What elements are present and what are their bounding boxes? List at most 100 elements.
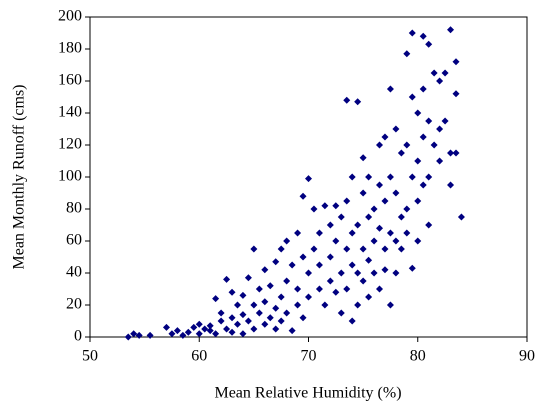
- point: [397, 245, 405, 253]
- point: [408, 29, 416, 37]
- point: [386, 85, 394, 93]
- point: [452, 149, 460, 157]
- point: [217, 309, 225, 317]
- x-axis-label: Mean Relative Humidity (%): [214, 385, 401, 402]
- point: [436, 77, 444, 85]
- point: [408, 93, 416, 101]
- point: [365, 293, 373, 301]
- point: [419, 133, 427, 141]
- point: [359, 245, 367, 253]
- point: [408, 264, 416, 272]
- point: [228, 314, 236, 322]
- point: [212, 330, 220, 338]
- point: [430, 141, 438, 149]
- point: [414, 237, 422, 245]
- point: [288, 261, 296, 269]
- point: [321, 202, 329, 210]
- point: [173, 327, 181, 335]
- point: [305, 175, 312, 183]
- y-tick-label: 20: [66, 296, 82, 313]
- point: [228, 328, 236, 336]
- point: [337, 213, 345, 221]
- point: [359, 154, 367, 162]
- point: [376, 285, 384, 293]
- point: [315, 261, 323, 269]
- point: [162, 323, 170, 331]
- point: [354, 269, 362, 277]
- point: [370, 205, 378, 213]
- point: [392, 125, 400, 133]
- point: [239, 330, 247, 338]
- point: [217, 317, 225, 325]
- point: [294, 285, 302, 293]
- point: [195, 330, 203, 338]
- y-tick-label: 40: [66, 264, 82, 281]
- point: [206, 322, 214, 330]
- point: [425, 221, 433, 229]
- point: [441, 117, 449, 125]
- y-tick-label: 0: [74, 328, 82, 345]
- point: [414, 197, 422, 205]
- point: [261, 298, 269, 306]
- point: [250, 325, 258, 333]
- point: [315, 229, 323, 237]
- point: [365, 213, 373, 221]
- point: [244, 317, 252, 325]
- point: [403, 229, 411, 237]
- point: [386, 173, 394, 181]
- point: [381, 266, 389, 274]
- point: [386, 301, 394, 309]
- point: [447, 181, 455, 189]
- point: [299, 192, 307, 200]
- point: [272, 325, 280, 333]
- point: [457, 213, 465, 221]
- point: [419, 181, 427, 189]
- point: [332, 288, 340, 296]
- point: [392, 237, 400, 245]
- point: [332, 237, 340, 245]
- point: [425, 117, 433, 125]
- point: [403, 50, 411, 58]
- point: [299, 253, 307, 261]
- point: [425, 173, 433, 181]
- point: [359, 277, 367, 285]
- point: [343, 285, 351, 293]
- point: [277, 245, 285, 253]
- point: [359, 189, 367, 197]
- point: [321, 301, 329, 309]
- point: [195, 320, 203, 328]
- point: [315, 285, 323, 293]
- point: [168, 330, 176, 338]
- point: [250, 301, 258, 309]
- point: [283, 277, 291, 285]
- point: [348, 317, 356, 325]
- point: [124, 333, 132, 341]
- point: [326, 277, 334, 285]
- point: [376, 141, 384, 149]
- point: [397, 213, 405, 221]
- y-tick-label: 160: [58, 72, 82, 89]
- point: [239, 311, 247, 319]
- point: [441, 69, 449, 77]
- point: [376, 224, 384, 232]
- point: [294, 229, 302, 237]
- point: [255, 309, 263, 317]
- point: [343, 197, 351, 205]
- point: [135, 331, 143, 339]
- point: [337, 309, 345, 317]
- point: [283, 309, 291, 317]
- point: [452, 58, 460, 66]
- point: [447, 149, 455, 157]
- point: [326, 221, 334, 229]
- point: [354, 98, 362, 106]
- point: [299, 314, 307, 322]
- point: [370, 269, 378, 277]
- point: [348, 173, 356, 181]
- point: [277, 317, 285, 325]
- point: [228, 288, 236, 296]
- point: [392, 269, 400, 277]
- point: [223, 275, 231, 283]
- point: [397, 149, 405, 157]
- point: [206, 327, 214, 335]
